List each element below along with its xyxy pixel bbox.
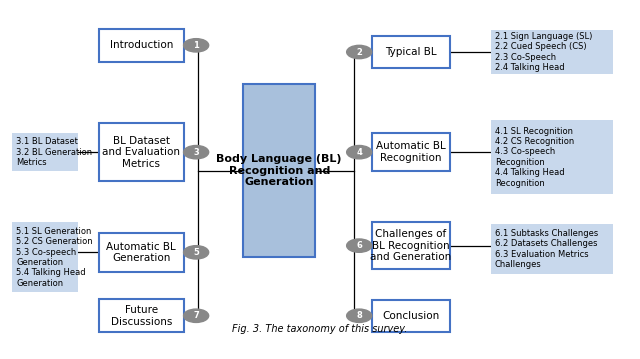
Text: 4: 4 xyxy=(356,148,362,157)
Text: 5: 5 xyxy=(193,248,199,257)
FancyBboxPatch shape xyxy=(372,36,450,68)
FancyBboxPatch shape xyxy=(99,29,184,62)
FancyBboxPatch shape xyxy=(491,224,613,274)
FancyBboxPatch shape xyxy=(372,222,450,269)
Text: Automatic BL
Generation: Automatic BL Generation xyxy=(106,242,176,263)
FancyBboxPatch shape xyxy=(372,133,450,171)
Text: Automatic BL
Recognition: Automatic BL Recognition xyxy=(376,141,446,163)
Text: 2: 2 xyxy=(356,47,362,56)
FancyBboxPatch shape xyxy=(491,30,613,74)
Text: Body Language (BL)
Recognition and
Generation: Body Language (BL) Recognition and Gener… xyxy=(216,154,342,187)
Circle shape xyxy=(184,145,209,159)
Circle shape xyxy=(184,39,209,52)
Text: 7: 7 xyxy=(193,311,199,320)
Circle shape xyxy=(347,239,372,252)
Circle shape xyxy=(347,145,372,159)
Text: Challenges of
BL Recognition
and Generation: Challenges of BL Recognition and Generat… xyxy=(371,229,452,262)
FancyBboxPatch shape xyxy=(491,120,613,194)
Text: BL Dataset
and Evaluation
Metrics: BL Dataset and Evaluation Metrics xyxy=(102,136,180,169)
Text: 6: 6 xyxy=(356,241,362,250)
FancyBboxPatch shape xyxy=(99,299,184,332)
Text: Fig. 3. The taxonomy of this survey.: Fig. 3. The taxonomy of this survey. xyxy=(232,324,408,334)
Text: Conclusion: Conclusion xyxy=(382,311,440,321)
Text: Introduction: Introduction xyxy=(109,40,173,50)
Circle shape xyxy=(347,45,372,59)
Text: Future
Discussions: Future Discussions xyxy=(111,305,172,327)
Text: 3: 3 xyxy=(193,148,199,157)
FancyBboxPatch shape xyxy=(243,84,316,257)
FancyBboxPatch shape xyxy=(99,233,184,271)
Text: 1: 1 xyxy=(193,41,199,50)
Text: 3.1 BL Dataset
3.2 BL Generation
Metrics: 3.1 BL Dataset 3.2 BL Generation Metrics xyxy=(16,137,92,167)
Text: 5.1 SL Generation
5.2 CS Generation
5.3 Co-speech
Generation
5.4 Talking Head
Ge: 5.1 SL Generation 5.2 CS Generation 5.3 … xyxy=(16,227,93,288)
Text: 2.1 Sign Language (SL)
2.2 Cued Speech (CS)
2.3 Co-Speech
2.4 Talking Head: 2.1 Sign Language (SL) 2.2 Cued Speech (… xyxy=(495,32,592,72)
Circle shape xyxy=(347,309,372,322)
FancyBboxPatch shape xyxy=(372,300,450,332)
Circle shape xyxy=(184,246,209,259)
Text: 4.1 SL Recognition
4.2 CS Recognition
4.3 Co-speech
Recognition
4.4 Talking Head: 4.1 SL Recognition 4.2 CS Recognition 4.… xyxy=(495,127,574,188)
FancyBboxPatch shape xyxy=(99,123,184,181)
Circle shape xyxy=(184,309,209,322)
FancyBboxPatch shape xyxy=(12,222,78,292)
Text: 8: 8 xyxy=(356,311,362,320)
FancyBboxPatch shape xyxy=(12,133,78,171)
Text: Typical BL: Typical BL xyxy=(385,47,436,57)
Text: 6.1 Subtasks Challenges
6.2 Datasets Challenges
6.3 Evaluation Metrics
Challenge: 6.1 Subtasks Challenges 6.2 Datasets Cha… xyxy=(495,229,598,269)
